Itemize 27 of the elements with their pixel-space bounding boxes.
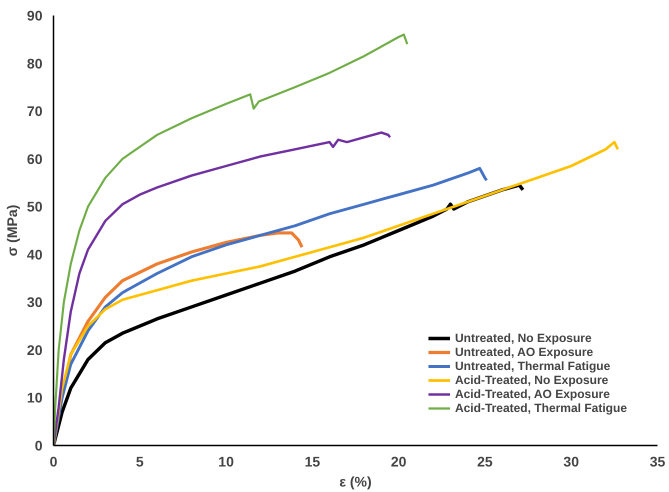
line-series [54, 131, 392, 446]
y-tick-label: 30 [26, 294, 43, 310]
y-tick-label: 90 [26, 8, 43, 24]
x-tick-label: 15 [304, 454, 320, 470]
x-axis-title: ε (%) [339, 474, 372, 490]
x-tick-label: 30 [563, 454, 580, 470]
legend-label: Untreated, AO Exposure [454, 345, 594, 359]
y-axis-title: σ (MPa) [4, 204, 20, 256]
y-tick-label: 70 [26, 103, 43, 120]
legend-label: Acid-Treated, No Exposure [454, 373, 608, 387]
x-tick-label: 35 [650, 454, 666, 470]
y-tick-label: 80 [26, 55, 43, 72]
x-tick-label: 25 [477, 454, 493, 470]
y-tick-label: 50 [26, 198, 43, 215]
legend-label: Untreated, No Exposure [454, 331, 592, 345]
x-tick-label: 0 [50, 454, 58, 470]
y-tick-label: 0 [34, 438, 43, 454]
x-tick-label: 5 [136, 454, 144, 470]
legend-label: Acid-Treated, Thermal Fatigue [454, 401, 627, 415]
legend-label: Untreated, Thermal Fatigue [454, 359, 610, 373]
y-tick-label: 20 [26, 342, 43, 358]
y-tick-label: 40 [26, 246, 43, 262]
y-tick-label: 60 [26, 150, 43, 167]
legend-label: Acid-Treated, AO Exposure [454, 387, 610, 401]
y-tick-label: 10 [26, 390, 43, 406]
x-tick-label: 20 [390, 454, 407, 470]
x-tick-label: 10 [218, 454, 234, 470]
